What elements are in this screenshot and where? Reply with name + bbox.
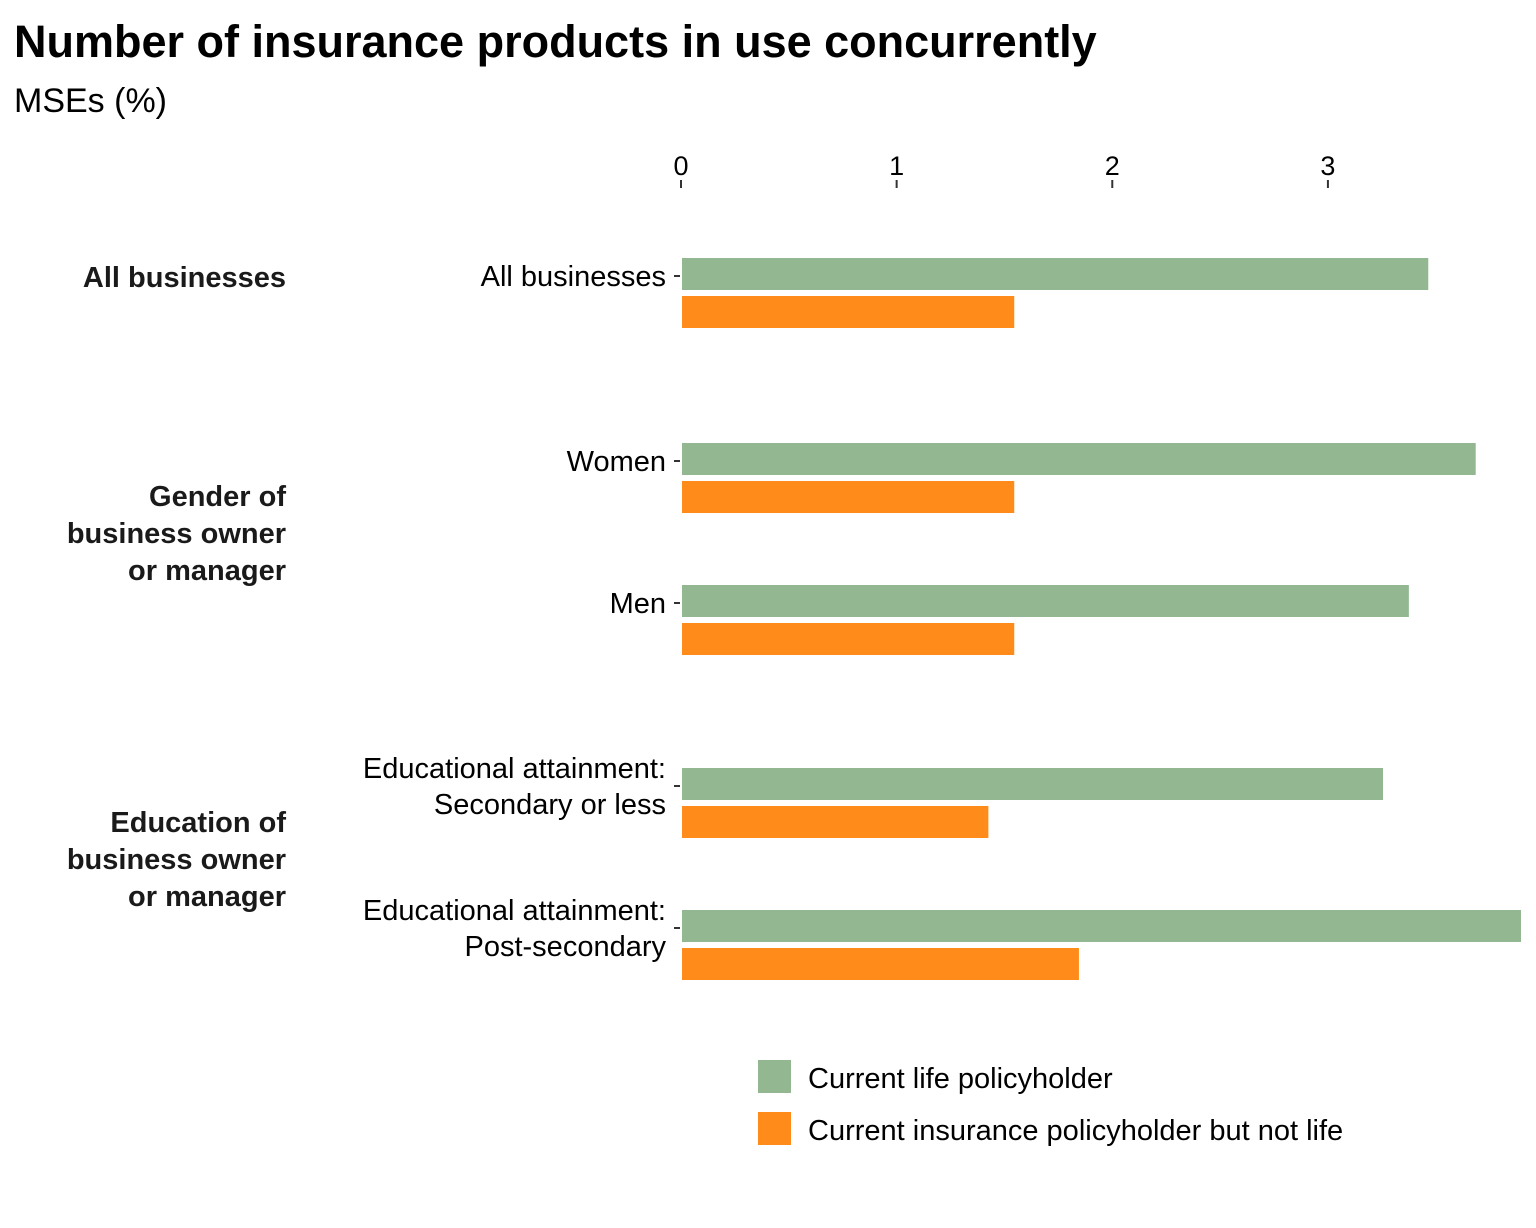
group-label: Education of <box>110 807 286 839</box>
legend-swatch <box>758 1060 791 1093</box>
group-label: or manager <box>128 555 286 587</box>
category-label: Secondary or less <box>434 789 666 821</box>
bar-not-life-policyholder <box>680 946 1081 982</box>
bar-life-policyholder <box>680 766 1385 802</box>
x-tick-label: 2 <box>1105 151 1120 181</box>
bar-not-life-policyholder <box>680 804 991 840</box>
category-label: Educational attainment: <box>363 895 666 927</box>
category-label: Post-secondary <box>465 931 667 963</box>
bar-not-life-policyholder <box>680 479 1017 515</box>
bar-life-policyholder <box>680 583 1411 619</box>
group-label: Gender of <box>149 481 286 513</box>
legend-swatch <box>758 1112 791 1145</box>
x-tick-label: 1 <box>889 151 904 181</box>
legend-label: Current insurance policyholder but not l… <box>808 1115 1343 1147</box>
bar-life-policyholder <box>680 908 1523 944</box>
group-label: business owner <box>67 844 286 876</box>
category-label: All businesses <box>481 261 666 293</box>
x-tick-label: 0 <box>673 151 688 181</box>
bar-life-policyholder <box>680 441 1478 477</box>
chart-subtitle: MSEs (%) <box>14 82 167 120</box>
bar-not-life-policyholder <box>680 294 1017 330</box>
group-label: business owner <box>67 518 286 550</box>
bar-life-policyholder <box>680 256 1431 292</box>
chart-title: Number of insurance products in use conc… <box>14 16 1097 67</box>
legend-label: Current life policyholder <box>808 1063 1113 1095</box>
x-tick-label: 3 <box>1320 151 1335 181</box>
category-label: Educational attainment: <box>363 753 666 785</box>
group-label: All businesses <box>83 262 286 294</box>
category-label: Men <box>610 588 666 620</box>
group-label: or manager <box>128 881 286 913</box>
category-label: Women <box>567 446 666 478</box>
bar-not-life-policyholder <box>680 621 1017 657</box>
